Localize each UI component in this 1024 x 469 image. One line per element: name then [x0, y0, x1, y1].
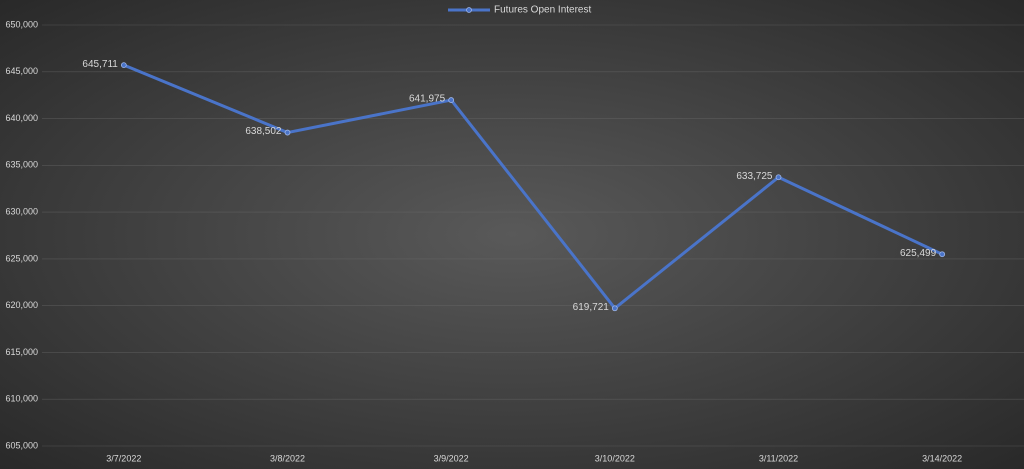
data-point: [284, 129, 291, 136]
data-label: 633,725: [736, 171, 773, 182]
data-point: [611, 305, 618, 312]
data-label: 619,721: [573, 302, 610, 313]
data-label: 641,975: [409, 94, 446, 105]
y-tick-label: 610,000: [5, 394, 38, 404]
legend-marker: [466, 7, 472, 13]
y-tick-label: 650,000: [5, 19, 38, 29]
x-tick-label: 3/11/2022: [759, 453, 798, 463]
y-tick-label: 615,000: [5, 347, 38, 357]
x-tick-label: 3/7/2022: [106, 453, 141, 463]
data-point: [120, 62, 127, 69]
data-label: 638,502: [245, 126, 282, 137]
y-tick-label: 630,000: [5, 206, 38, 216]
x-tick-label: 3/14/2022: [922, 453, 962, 463]
data-label: 645,711: [82, 59, 118, 70]
x-tick-label: 3/9/2022: [434, 453, 469, 463]
y-tick-label: 605,000: [5, 440, 38, 450]
data-point: [939, 251, 946, 258]
data-point: [775, 174, 782, 181]
y-tick-label: 620,000: [5, 300, 38, 310]
data-label: 625,499: [900, 248, 937, 259]
legend-label: Futures Open Interest: [494, 5, 591, 16]
y-tick-label: 645,000: [5, 66, 38, 76]
x-tick-label: 3/8/2022: [270, 453, 305, 463]
data-point: [448, 97, 455, 103]
series-line: [123, 63, 943, 310]
y-tick-label: 635,000: [5, 160, 38, 170]
y-tick-label: 625,000: [5, 253, 38, 263]
y-tick-label: 640,000: [5, 113, 38, 123]
x-tick-label: 3/10/2022: [595, 453, 635, 463]
